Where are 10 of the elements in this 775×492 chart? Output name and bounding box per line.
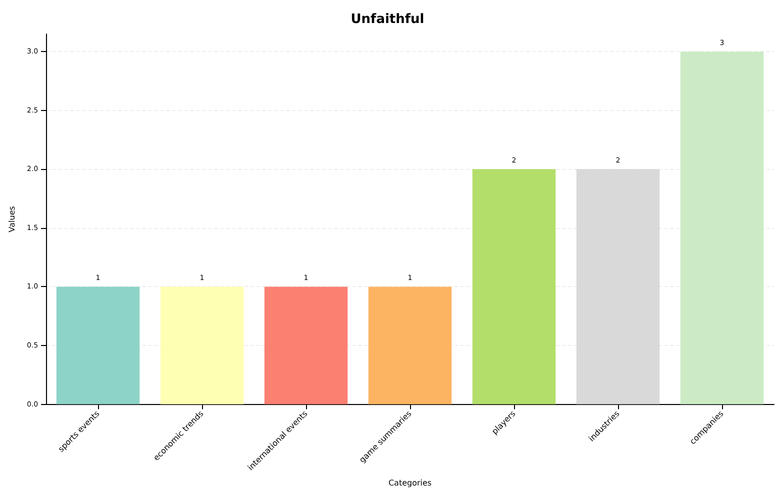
bar xyxy=(56,286,140,404)
chart-title: Unfaithful xyxy=(350,12,424,27)
bar xyxy=(472,169,556,404)
bar xyxy=(368,286,452,404)
x-axis-title: Categories xyxy=(388,478,432,488)
y-axis-title: Values xyxy=(8,206,16,232)
bar xyxy=(576,169,660,404)
bar xyxy=(160,286,244,404)
bar xyxy=(680,52,764,404)
bar xyxy=(264,286,348,404)
